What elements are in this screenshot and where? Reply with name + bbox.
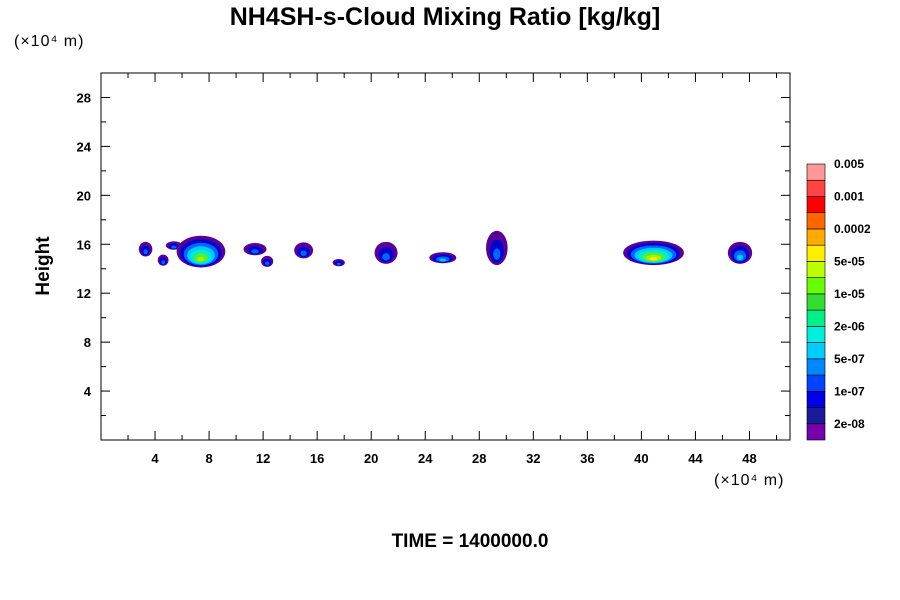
cloud — [243, 243, 267, 256]
x-tick-label: 4 — [151, 451, 159, 466]
colorbar: 2e-08 1e-07 5e-07 2e-06 1e-05 5e-05 0.0002 0.00… — [806, 157, 871, 441]
colorbar-label: 5e-05 — [834, 254, 865, 268]
cloud-contour — [439, 258, 447, 262]
cloud-contour — [736, 254, 744, 261]
y-tick-label: 24 — [77, 139, 92, 154]
cloud — [261, 255, 274, 267]
colorbar-label: 0.005 — [834, 157, 864, 171]
cloud-contour — [251, 249, 259, 254]
y-tick-label: 28 — [77, 90, 91, 105]
colorbar-swatch — [806, 358, 826, 376]
cloud — [623, 240, 684, 266]
colorbar-label: 1e-05 — [834, 287, 865, 301]
x-tick-label: 12 — [256, 451, 270, 466]
x-tick-label: 24 — [418, 451, 433, 466]
colorbar-label: 2e-06 — [834, 319, 865, 333]
y-unit-label: (×10⁴ m) — [14, 33, 85, 50]
x-tick-label: 28 — [472, 451, 486, 466]
colorbar-swatch — [806, 196, 826, 214]
cloud-contour — [300, 250, 307, 256]
cloud-contour — [265, 261, 270, 266]
chart-title: NH4SH-s-Cloud Mixing Ratio [kg/kg] — [229, 3, 661, 31]
cloud — [176, 235, 226, 268]
colorbar-label: 5e-07 — [834, 352, 865, 366]
colorbar-label: 0.001 — [834, 189, 864, 203]
x-tick-label: 48 — [742, 451, 756, 466]
cloud-contour — [161, 260, 165, 265]
colorbar-swatch — [806, 244, 826, 262]
cloud — [486, 230, 508, 266]
colorbar-swatch — [806, 326, 826, 343]
x-tick-label: 20 — [364, 451, 378, 466]
colorbar-label: 1e-07 — [834, 384, 865, 398]
cloud — [429, 252, 457, 264]
x-unit-label: (×10⁴ m) — [714, 472, 785, 489]
cloud — [294, 242, 314, 259]
x-tick-label: 16 — [310, 451, 324, 466]
colorbar-swatch — [806, 277, 826, 295]
y-tick-label: 16 — [77, 237, 91, 252]
colorbar-label: 2e-08 — [834, 417, 865, 431]
cloud-contour — [171, 245, 177, 249]
x-tick-label: 40 — [634, 451, 648, 466]
colorbar-swatch — [806, 293, 826, 311]
cloud — [374, 241, 398, 264]
y-tick-label: 12 — [77, 286, 91, 301]
y-tick-label: 4 — [84, 384, 92, 399]
colorbar-swatch — [806, 309, 826, 327]
cloud-contour — [649, 257, 658, 261]
colorbar-swatch — [806, 342, 826, 360]
colorbar-swatch — [806, 163, 826, 181]
plot-frame — [100, 72, 791, 441]
cloud — [727, 241, 753, 264]
cloud-contour — [143, 249, 148, 255]
colorbar-swatch — [806, 261, 826, 278]
time-label: TIME = 1400000.0 — [391, 531, 549, 552]
x-tick-label: 32 — [526, 451, 540, 466]
colorbar-swatch — [806, 390, 826, 408]
colorbar-swatch — [806, 179, 826, 197]
x-tick-label: 8 — [205, 451, 212, 466]
cloud — [138, 241, 153, 257]
cloud-layer — [138, 230, 753, 268]
x-tick-label: 36 — [580, 451, 594, 466]
cloud — [332, 258, 345, 267]
cloud — [157, 254, 169, 266]
colorbar-swatch — [806, 374, 826, 392]
cloud-contour — [493, 248, 501, 260]
x-tick-label: 44 — [688, 451, 703, 466]
colorbar-label: 0.0002 — [834, 222, 871, 236]
colorbar-swatch — [806, 228, 826, 246]
colorbar-swatch — [806, 212, 826, 230]
y-tick-label: 20 — [77, 188, 91, 203]
cloud-contour — [197, 256, 205, 262]
cloud-contour — [382, 253, 390, 261]
cloud-contour — [336, 262, 341, 266]
colorbar-swatch — [806, 407, 826, 425]
colorbar-swatch — [806, 423, 826, 441]
y-tick-label: 8 — [84, 335, 91, 350]
